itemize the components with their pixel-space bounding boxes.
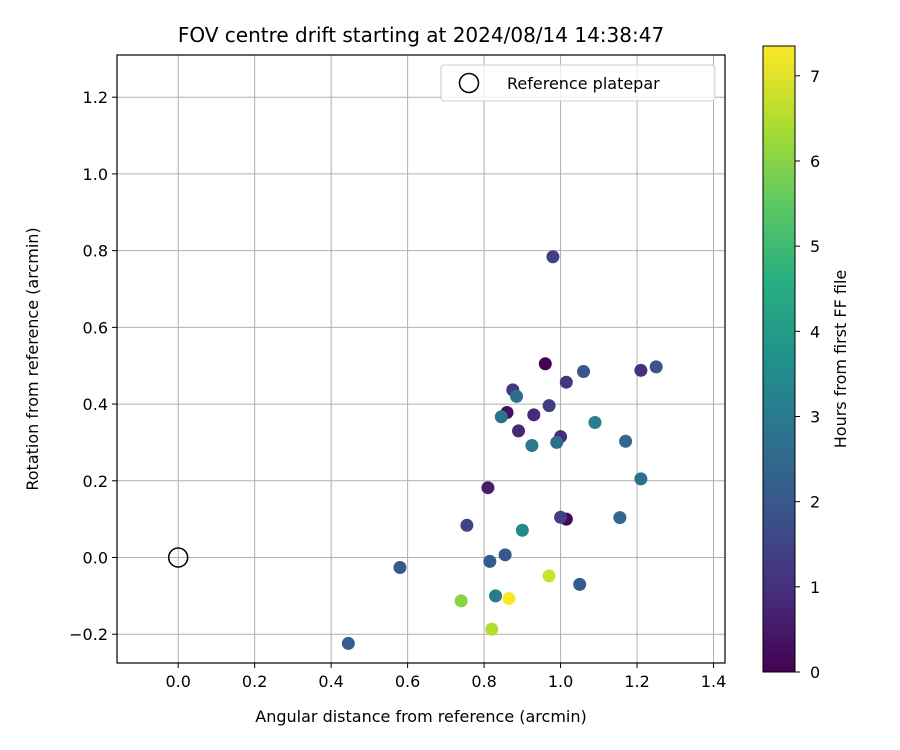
x-tick-label: 0.0 [165, 672, 190, 691]
legend: Reference platepar [440, 64, 716, 102]
scatter-point [341, 636, 355, 650]
x-tick-label: 1.4 [701, 672, 726, 691]
scatter-point [483, 554, 497, 568]
x-tick-label: 1.2 [624, 672, 649, 691]
plot-frame [116, 54, 726, 664]
scatter-point [573, 577, 587, 591]
colorbar-tick-label: 4 [810, 322, 820, 341]
colorbar-tick-label: 1 [810, 578, 820, 597]
colorbar-tick-label: 2 [810, 493, 820, 512]
legend-marker-reference [458, 72, 480, 94]
scatter-point [481, 481, 495, 495]
x-axis-ticks: 0.0 0.2 0.4 0.6 0.8 1.0 1.2 1.4 [165, 663, 726, 691]
scatter-point [542, 399, 556, 413]
scatter-point [559, 375, 573, 389]
scatter-point [494, 410, 508, 424]
reference-point [167, 547, 189, 568]
x-tick-label: 0.6 [395, 672, 420, 691]
y-tick-label: −0.2 [69, 625, 108, 644]
scatter-point [619, 434, 633, 448]
scatter-point [649, 360, 663, 374]
grid-lines [117, 55, 725, 663]
chart-title: FOV centre drift starting at 2024/08/14 … [178, 23, 664, 47]
scatter-point [510, 389, 524, 403]
colorbar: 0 1 2 3 4 5 6 7 Hours from first FF file [762, 45, 850, 682]
scatter-point [512, 424, 526, 438]
y-tick-label: 0.4 [83, 395, 108, 414]
scatter-point [538, 357, 552, 371]
y-axis-label: Rotation from reference (arcmin) [23, 227, 42, 490]
y-tick-label: 0.2 [83, 472, 108, 491]
colorbar-label: Hours from first FF file [831, 270, 850, 449]
legend-box [440, 64, 716, 102]
x-tick-label: 0.2 [242, 672, 267, 691]
scatter-point [527, 408, 541, 422]
legend-entry-reference: Reference platepar [507, 74, 660, 93]
scatter-point [525, 439, 539, 453]
scatter-point [634, 363, 648, 377]
colorbar-gradient [762, 45, 796, 673]
x-tick-label: 0.4 [318, 672, 343, 691]
y-tick-label: 0.0 [83, 549, 108, 568]
scatter-point [502, 592, 516, 606]
colorbar-tick-label: 5 [810, 237, 820, 256]
scatter-point [588, 415, 602, 429]
x-tick-label: 1.0 [548, 672, 573, 691]
y-tick-label: 1.2 [83, 88, 108, 107]
colorbar-tick-label: 3 [810, 407, 820, 426]
scatter-point [554, 510, 568, 524]
y-axis-ticks: −0.2 0.0 0.2 0.4 0.6 0.8 1.0 1.2 [69, 88, 117, 644]
colorbar-tick-label: 7 [810, 67, 820, 86]
scatter-point [550, 435, 564, 449]
y-tick-label: 1.0 [83, 165, 108, 184]
scatter-point [613, 511, 627, 525]
scatter-point [546, 250, 560, 264]
colorbar-tick-label: 6 [810, 152, 820, 171]
x-tick-label: 0.8 [471, 672, 496, 691]
data-points [341, 250, 663, 650]
scatter-point [454, 594, 468, 608]
colorbar-ticks: 0 1 2 3 4 5 6 7 [795, 67, 820, 682]
scatter-point [460, 518, 474, 532]
y-tick-label: 0.8 [83, 242, 108, 261]
scatter-point [489, 589, 503, 603]
scatter-point [542, 569, 556, 583]
colorbar-tick-label: 0 [810, 663, 820, 682]
scatter-point [393, 560, 407, 574]
scatter-point [634, 472, 648, 486]
scatter-point [515, 523, 529, 537]
scatter-point [498, 548, 512, 562]
x-axis-label: Angular distance from reference (arcmin) [255, 707, 586, 726]
y-tick-label: 0.6 [83, 318, 108, 337]
scatter-point [577, 364, 591, 378]
scatter-point [485, 622, 499, 636]
